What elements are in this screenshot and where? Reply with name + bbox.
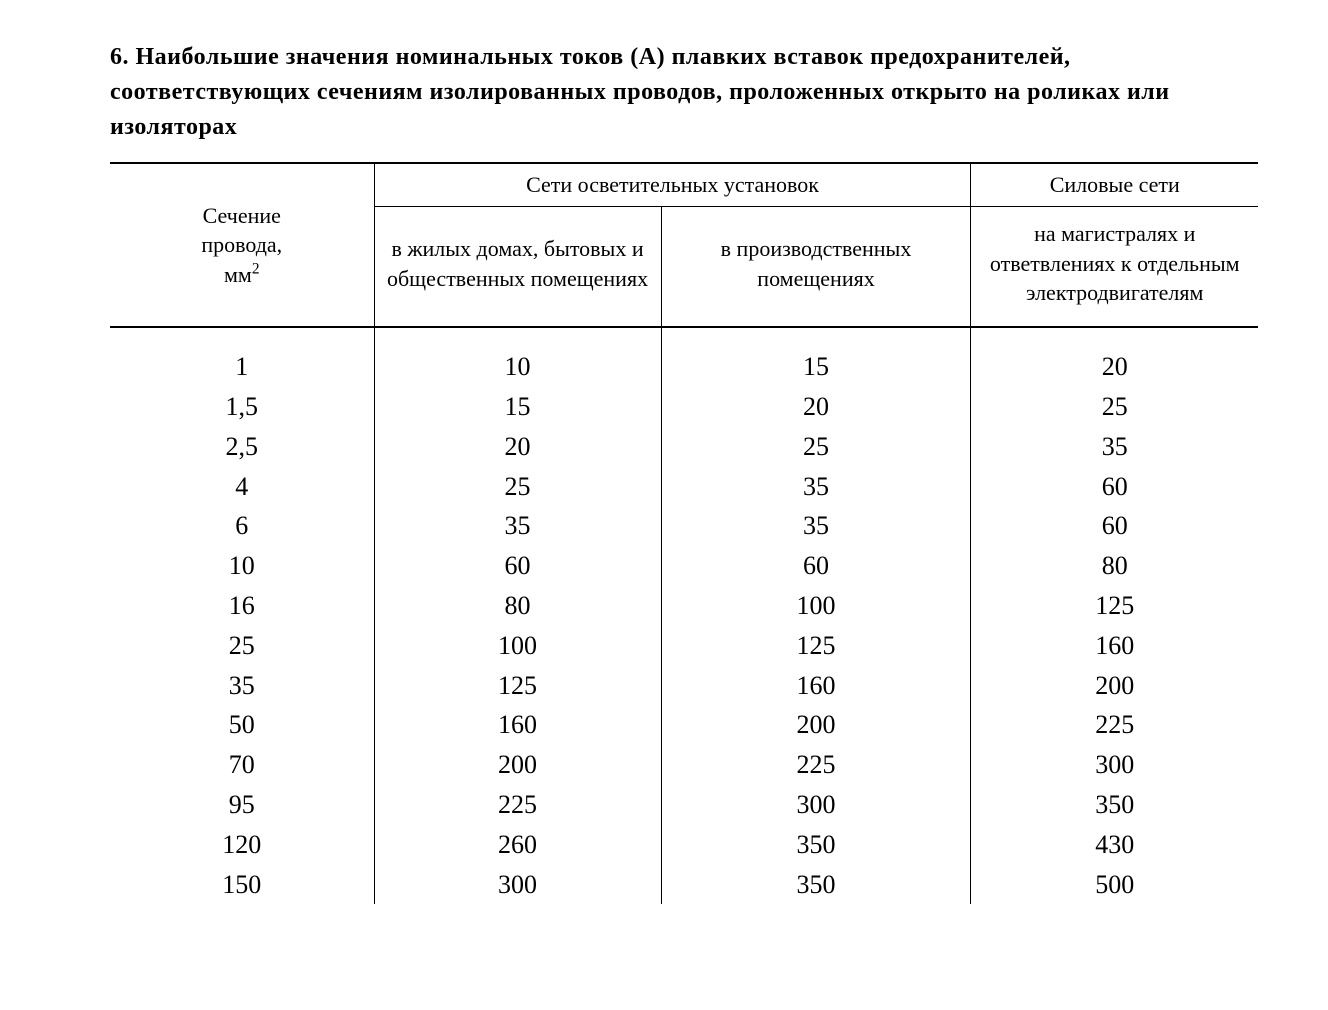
table-body: 11015201,51520252,5202535425356063535601… bbox=[110, 327, 1258, 904]
value-cell: 60 bbox=[661, 546, 971, 586]
section-cell: 35 bbox=[110, 666, 374, 706]
value-cell: 60 bbox=[971, 506, 1258, 546]
row-header-heading: Сечение провода, мм2 bbox=[110, 163, 374, 327]
value-cell: 225 bbox=[661, 745, 971, 785]
section-cell: 120 bbox=[110, 825, 374, 865]
group-header-power: Силовые сети bbox=[971, 163, 1258, 206]
section-cell: 16 bbox=[110, 586, 374, 626]
value-cell: 225 bbox=[971, 705, 1258, 745]
table-row: 25100125160 bbox=[110, 626, 1258, 666]
value-cell: 300 bbox=[661, 785, 971, 825]
value-cell: 20 bbox=[971, 327, 1258, 387]
section-cell: 95 bbox=[110, 785, 374, 825]
section-cell: 150 bbox=[110, 865, 374, 905]
value-cell: 35 bbox=[971, 427, 1258, 467]
value-cell: 350 bbox=[971, 785, 1258, 825]
table-row: 10606080 bbox=[110, 546, 1258, 586]
sub-header-industrial: в производственных помещениях bbox=[661, 207, 971, 328]
table-row: 95225300350 bbox=[110, 785, 1258, 825]
table-caption: 6. Наибольшие значения номинальных токов… bbox=[110, 40, 1258, 144]
group-header-lighting: Сети осветительных установок bbox=[374, 163, 971, 206]
value-cell: 225 bbox=[374, 785, 661, 825]
value-cell: 20 bbox=[374, 427, 661, 467]
value-cell: 200 bbox=[971, 666, 1258, 706]
value-cell: 15 bbox=[374, 387, 661, 427]
value-cell: 35 bbox=[661, 467, 971, 507]
section-cell: 70 bbox=[110, 745, 374, 785]
value-cell: 25 bbox=[971, 387, 1258, 427]
table-row: 1680100125 bbox=[110, 586, 1258, 626]
section-cell: 1 bbox=[110, 327, 374, 387]
value-cell: 200 bbox=[374, 745, 661, 785]
value-cell: 200 bbox=[661, 705, 971, 745]
table-row: 120260350430 bbox=[110, 825, 1258, 865]
table-row: 1101520 bbox=[110, 327, 1258, 387]
section-cell: 1,5 bbox=[110, 387, 374, 427]
value-cell: 160 bbox=[661, 666, 971, 706]
row-header-line-2: провода, bbox=[201, 232, 282, 257]
value-cell: 35 bbox=[374, 506, 661, 546]
value-cell: 15 bbox=[661, 327, 971, 387]
row-header-line-3: мм bbox=[224, 262, 252, 287]
sub-header-residential: в жилых домах, бытовых и общественных по… bbox=[374, 207, 661, 328]
table-row: 35125160200 bbox=[110, 666, 1258, 706]
sub-header-mains: на магистралях и ответвлениях к отдельны… bbox=[971, 207, 1258, 328]
table-row: 1,5152025 bbox=[110, 387, 1258, 427]
value-cell: 100 bbox=[661, 586, 971, 626]
value-cell: 125 bbox=[971, 586, 1258, 626]
value-cell: 160 bbox=[374, 705, 661, 745]
section-cell: 25 bbox=[110, 626, 374, 666]
value-cell: 35 bbox=[661, 506, 971, 546]
value-cell: 160 bbox=[971, 626, 1258, 666]
value-cell: 10 bbox=[374, 327, 661, 387]
fuse-current-table: Сечение провода, мм2 Сети осветительных … bbox=[110, 162, 1258, 904]
value-cell: 500 bbox=[971, 865, 1258, 905]
value-cell: 25 bbox=[374, 467, 661, 507]
value-cell: 350 bbox=[661, 825, 971, 865]
row-header-unit-sup: 2 bbox=[252, 261, 260, 278]
value-cell: 300 bbox=[971, 745, 1258, 785]
value-cell: 20 bbox=[661, 387, 971, 427]
value-cell: 430 bbox=[971, 825, 1258, 865]
table-row: 6353560 bbox=[110, 506, 1258, 546]
value-cell: 60 bbox=[971, 467, 1258, 507]
value-cell: 100 bbox=[374, 626, 661, 666]
value-cell: 60 bbox=[374, 546, 661, 586]
table-row: 70200225300 bbox=[110, 745, 1258, 785]
value-cell: 80 bbox=[374, 586, 661, 626]
section-cell: 6 bbox=[110, 506, 374, 546]
section-cell: 50 bbox=[110, 705, 374, 745]
section-cell: 2,5 bbox=[110, 427, 374, 467]
table-row: 4253560 bbox=[110, 467, 1258, 507]
table-row: 150300350500 bbox=[110, 865, 1258, 905]
value-cell: 125 bbox=[661, 626, 971, 666]
value-cell: 260 bbox=[374, 825, 661, 865]
value-cell: 80 bbox=[971, 546, 1258, 586]
value-cell: 25 bbox=[661, 427, 971, 467]
table-row: 2,5202535 bbox=[110, 427, 1258, 467]
value-cell: 350 bbox=[661, 865, 971, 905]
section-cell: 10 bbox=[110, 546, 374, 586]
table-row: 50160200225 bbox=[110, 705, 1258, 745]
section-cell: 4 bbox=[110, 467, 374, 507]
row-header-line-1: Сечение bbox=[203, 203, 281, 228]
value-cell: 300 bbox=[374, 865, 661, 905]
value-cell: 125 bbox=[374, 666, 661, 706]
